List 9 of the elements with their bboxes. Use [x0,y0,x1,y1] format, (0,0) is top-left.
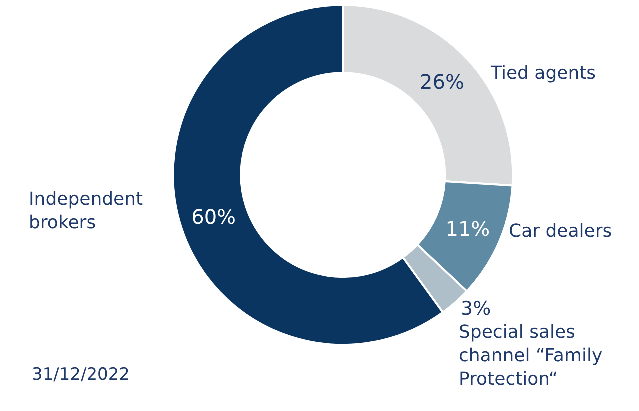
data-label: 26% [420,70,464,94]
slice-label: Independent brokers [29,189,144,234]
data-label: 60% [192,205,236,230]
text: 31/12/2022 [32,365,130,385]
data-label: 3% [461,298,492,320]
slice-label: Tied agents [490,63,596,84]
slice-label: Car dealers [509,221,612,242]
data-label: 11% [446,217,490,242]
slice-label: Special sales channel “Family Protection“ [459,322,603,390]
